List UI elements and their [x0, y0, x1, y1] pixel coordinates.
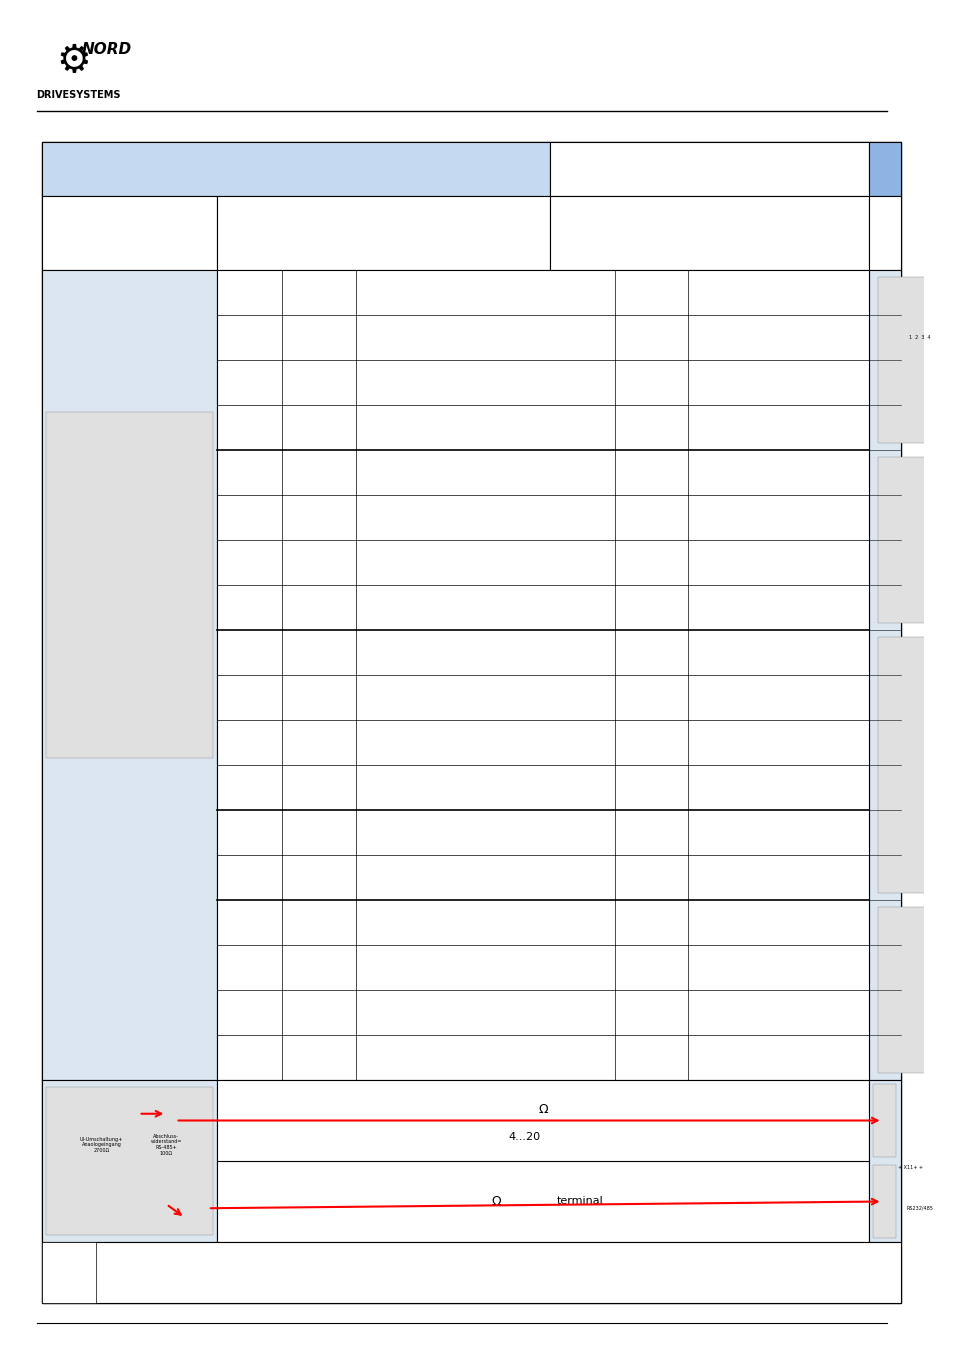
Text: 1  2  3  4: 1 2 3 4	[908, 335, 929, 340]
Text: 4...20: 4...20	[508, 1131, 540, 1142]
Bar	[42, 1080, 217, 1242]
Text: RS232/485: RS232/485	[905, 1206, 932, 1211]
Bar	[42, 142, 549, 196]
Text: DRIVESYSTEMS: DRIVESYSTEMS	[36, 89, 121, 100]
Bar	[217, 270, 867, 1080]
Text: terminal: terminal	[556, 1196, 602, 1207]
Bar	[867, 196, 900, 270]
Text: Ω: Ω	[537, 1103, 547, 1116]
Bar	[867, 270, 900, 1080]
Bar	[217, 196, 549, 270]
Bar	[217, 1080, 867, 1242]
Bar	[42, 142, 900, 1303]
Text: + X11+ +: + X11+ +	[897, 1165, 922, 1170]
Bar	[42, 270, 217, 1080]
Bar	[42, 1242, 900, 1303]
Bar	[46, 412, 213, 759]
Text: UI-Umschaltung+
Anaologeingang
2700Ω: UI-Umschaltung+ Anaologeingang 2700Ω	[80, 1137, 123, 1153]
Text: ⚙: ⚙	[56, 42, 91, 80]
Text: Ω: Ω	[492, 1195, 501, 1208]
Bar	[42, 196, 217, 270]
Text: NORD: NORD	[81, 42, 132, 58]
Bar	[872, 1165, 896, 1238]
Bar	[42, 1242, 95, 1303]
Bar	[877, 637, 953, 894]
Bar	[549, 196, 867, 270]
Bar	[877, 907, 953, 1073]
Bar	[877, 277, 953, 443]
Bar	[549, 142, 867, 196]
Text: Abschluss-
widerstand=
RS-485+
100Ω: Abschluss- widerstand= RS-485+ 100Ω	[151, 1134, 182, 1156]
Bar	[867, 1080, 900, 1242]
Text: DIP: DIP	[951, 1206, 953, 1211]
Bar	[867, 142, 900, 196]
Bar	[872, 1084, 896, 1157]
Bar	[46, 1087, 213, 1235]
Bar	[877, 456, 953, 624]
